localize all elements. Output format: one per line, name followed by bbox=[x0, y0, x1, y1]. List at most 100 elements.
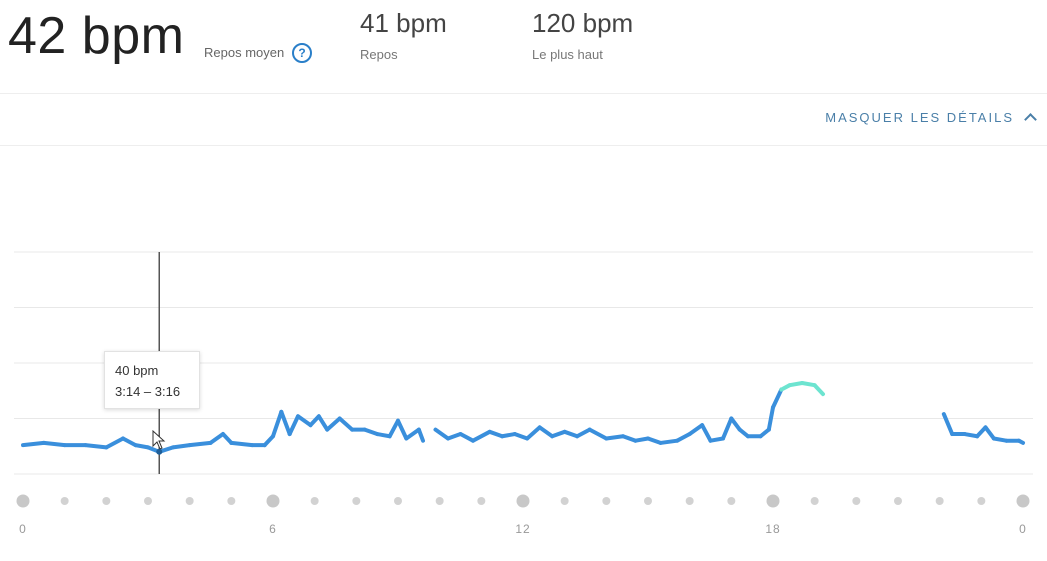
divider-bottom bbox=[0, 145, 1047, 146]
series-segment-1 bbox=[362, 427, 380, 437]
series-segment-2 bbox=[621, 434, 638, 443]
axis-dot bbox=[560, 497, 569, 505]
series-segment-2 bbox=[604, 434, 625, 441]
series-segment-2 bbox=[537, 425, 555, 439]
series-segment-2 bbox=[433, 427, 450, 441]
series-segment-2 bbox=[787, 380, 805, 388]
series-segment-1 bbox=[325, 416, 342, 432]
axis-dot bbox=[435, 497, 444, 505]
heart-rate-series bbox=[21, 380, 1025, 455]
axis-dot bbox=[685, 497, 694, 505]
series-segment-2 bbox=[550, 429, 567, 439]
axis-dot bbox=[602, 497, 611, 505]
highest-label: Le plus haut bbox=[532, 47, 603, 62]
axis-dot bbox=[644, 497, 652, 505]
help-icon[interactable]: ? bbox=[292, 43, 312, 63]
axis-dot-major bbox=[1016, 494, 1030, 508]
x-tick-label: 12 bbox=[515, 522, 530, 536]
average-resting-value: 42 bpm bbox=[8, 7, 185, 65]
series-segment-1 bbox=[404, 427, 421, 441]
axis-dot bbox=[727, 497, 736, 505]
tooltip-value: 40 bpm bbox=[115, 363, 159, 378]
series-segment-2 bbox=[487, 429, 505, 439]
series-segment-2 bbox=[562, 429, 580, 439]
series-segment-1 bbox=[375, 432, 392, 439]
tooltip: 40 bpm 3:14 – 3:16 bbox=[104, 351, 200, 409]
series-segment-2 bbox=[700, 423, 713, 443]
x-tick-label: 6 bbox=[269, 522, 277, 536]
axis-dot-major bbox=[766, 494, 780, 508]
series-segment-1 bbox=[271, 409, 284, 439]
axis-dot bbox=[185, 497, 194, 505]
series-segment-2 bbox=[721, 416, 734, 441]
series-segment-1 bbox=[229, 440, 255, 448]
series-segment-2 bbox=[658, 438, 680, 445]
highest-value: 120 bpm bbox=[532, 8, 634, 38]
x-tick-label: 0 bbox=[1019, 522, 1027, 536]
series-segment-1 bbox=[279, 409, 292, 437]
resting-label: Repos bbox=[360, 47, 398, 62]
series-segment-3 bbox=[983, 425, 996, 441]
axis-dot bbox=[394, 497, 402, 505]
series-segment-1 bbox=[208, 432, 225, 445]
average-resting-stat: 42 bpm Repos moyen ? bbox=[8, 6, 312, 66]
summary-stats: 42 bpm Repos moyen ? 41 bpm Repos 120 bp… bbox=[0, 0, 1047, 92]
series-segment-1 bbox=[104, 436, 125, 450]
highest-stat: 120 bpm Le plus haut bbox=[532, 8, 633, 62]
series-segment-1 bbox=[262, 434, 275, 448]
series-segment-1 bbox=[83, 443, 109, 450]
series-segment-1 bbox=[387, 418, 400, 439]
axis-dot bbox=[144, 497, 152, 505]
axis-dot bbox=[852, 497, 861, 505]
axis-dot-major bbox=[516, 494, 530, 508]
x-tick-labels: 0 6 12 18 0 bbox=[19, 522, 1027, 536]
series-segment-2 bbox=[446, 432, 463, 441]
average-resting-label: Repos moyen bbox=[204, 45, 285, 60]
series-segment-2 bbox=[458, 432, 475, 443]
series-segment-1 bbox=[21, 440, 46, 448]
series-segment-1 bbox=[296, 414, 313, 428]
series-segment-2 bbox=[729, 416, 742, 432]
series-segment-1 bbox=[316, 414, 330, 432]
hide-details-button[interactable]: MASQUER LES DÉTAILS bbox=[825, 110, 1037, 126]
series-segment-1 bbox=[121, 436, 138, 448]
axis-dot bbox=[60, 497, 69, 505]
series-segment-2 bbox=[766, 405, 775, 432]
x-tick-label: 18 bbox=[765, 522, 780, 536]
series-segment-1 bbox=[41, 440, 67, 448]
series-segment-3 bbox=[1016, 438, 1025, 445]
axis-dot bbox=[227, 497, 236, 505]
series-segment-3 bbox=[991, 436, 1009, 443]
axis-dot bbox=[102, 497, 111, 505]
series-segment-2 bbox=[512, 432, 530, 441]
axis-dot bbox=[352, 497, 361, 505]
axis-dot bbox=[977, 497, 986, 505]
hide-details-label: MASQUER LES DÉTAILS bbox=[825, 110, 1014, 125]
x-axis-dots bbox=[16, 494, 1030, 508]
axis-dot-major bbox=[266, 494, 280, 508]
series-segment-2 bbox=[471, 429, 492, 443]
axis-dot bbox=[477, 497, 486, 505]
series-segment-2 bbox=[633, 436, 650, 443]
x-tick-label: 0 bbox=[19, 522, 27, 536]
resting-value: 41 bpm bbox=[360, 8, 447, 38]
resting-stat: 41 bpm Repos bbox=[360, 8, 447, 62]
series-segment-3 bbox=[941, 412, 955, 437]
axis-dot-major bbox=[16, 494, 30, 508]
series-segment-1 bbox=[133, 443, 150, 450]
axis-dot bbox=[935, 497, 944, 505]
tooltip-range: 3:14 – 3:16 bbox=[115, 384, 181, 399]
divider-top bbox=[0, 93, 1047, 94]
series-segment-2 bbox=[771, 387, 784, 410]
axis-dot bbox=[310, 497, 319, 505]
series-segment-1 bbox=[396, 418, 409, 441]
mouse-cursor-icon bbox=[152, 430, 166, 450]
series-segment-2 bbox=[646, 436, 663, 445]
series-segment-2 bbox=[675, 432, 692, 443]
series-segment-1 bbox=[337, 416, 355, 432]
series-segment-2 bbox=[500, 432, 517, 439]
series-segment-2 bbox=[708, 436, 725, 443]
series-segment-2 bbox=[800, 380, 817, 388]
hover-point bbox=[156, 448, 163, 455]
